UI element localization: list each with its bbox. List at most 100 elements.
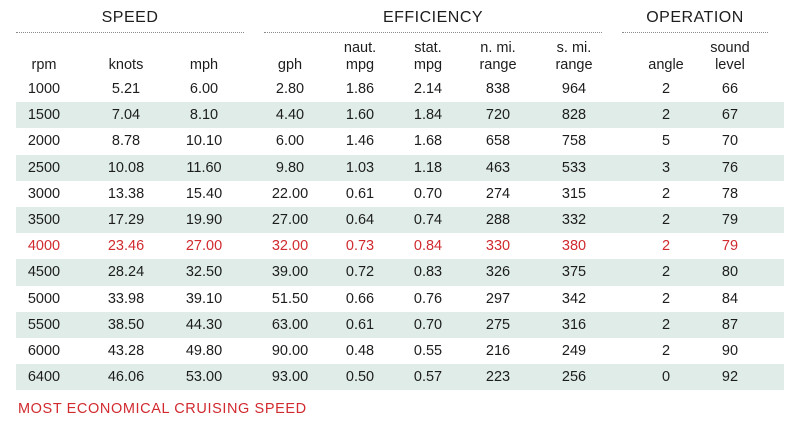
table-cell: 0.48 [345,342,375,359]
group-speed: SPEED [16,6,244,33]
table-cell: 249 [561,342,587,359]
table-cell: 1.86 [345,81,375,97]
table-cell: 2.14 [413,81,443,97]
table-cell: 2 [661,185,671,202]
table-cell: 0.76 [413,290,443,307]
table-cell: 90.00 [271,342,309,359]
table-body: 1000 5.21 6.00 2.80 1.86 2.14 838 964 2 66 1500 7.0… [16,76,784,391]
col-header-naut-mpg: naut. mpg [343,40,377,73]
table-cell: 22.00 [271,185,309,202]
table-cell: 90 [721,342,739,359]
col-header-sound-level: sound level [710,40,750,73]
table-cell: 6400 [27,369,61,386]
table-cell: 0.61 [345,185,375,202]
table-cell: 80 [721,264,739,281]
table-cell: 39.00 [271,264,309,281]
table-cell: 275 [485,316,511,333]
table-cell: 828 [561,107,587,124]
table-cell: 2 [661,342,671,359]
table-cell: 2 [661,211,671,228]
table-cell: 93.00 [271,369,309,386]
table-cell: 13.38 [107,185,145,202]
table-cell: 658 [485,133,511,150]
table-cell: 0.74 [413,211,443,228]
table-cell: 19.90 [185,211,223,228]
table-cell: 7.04 [111,107,141,124]
table-cell: 4500 [27,264,61,281]
table-cell: 49.80 [185,342,223,359]
table-cell: 10.08 [107,159,145,176]
performance-table: SPEED EFFICIENCY OPERATION rpm knots mph… [16,6,784,391]
table-cell: 8.10 [189,107,219,124]
table-cell: 720 [485,107,511,124]
table-row: 6000 43.28 49.80 90.00 0.48 0.55 216 249 2 90 [16,338,784,364]
table-cell: 297 [485,290,511,307]
table-cell: 9.80 [275,159,305,176]
col-header-s-mi-range: s. mi. range [555,40,593,73]
table-cell: 11.60 [186,159,222,176]
table-cell: 6000 [27,342,61,359]
table-cell: 76 [721,159,739,176]
table-cell: 0.73 [345,238,375,255]
table-cell: 79 [721,211,739,228]
table-cell: 0.70 [413,185,443,202]
table-row: 2000 8.78 10.10 6.00 1.46 1.68 658 758 5 70 [16,128,784,154]
table-cell: 15.40 [185,185,223,202]
table-cell: 5.21 [111,81,141,97]
table-row: 5000 33.98 39.10 51.50 0.66 0.76 297 342 2 84 [16,286,784,312]
table-cell: 2 [661,81,671,97]
table-cell: 463 [485,159,511,176]
table-row: 2500 10.08 11.60 9.80 1.03 1.18 463 533 3 76 [16,154,784,181]
table-cell: 316 [561,316,587,333]
table-cell: 5 [661,133,671,150]
table-cell: 288 [485,211,511,228]
table-cell: 2 [661,316,671,333]
table-cell: 67 [721,107,739,124]
table-cell: 66 [721,81,739,97]
table-cell: 43.28 [107,342,145,359]
col-header-n-mi-range: n. mi. range [479,40,517,73]
table-cell: 2 [661,264,671,281]
table-cell: 4.40 [275,107,305,124]
table-cell: 32.50 [185,264,223,281]
table-cell: 44.30 [185,316,223,333]
table-cell: 63.00 [271,316,309,333]
table-cell: 3 [661,159,671,176]
table-cell: 46.06 [107,369,145,386]
table-cell: 1.18 [413,159,443,176]
table-cell: 2500 [27,159,61,176]
table-cell: 6.00 [189,81,219,97]
table-cell: 1500 [27,107,61,124]
table-cell: 0.64 [345,211,375,228]
table-cell: 78 [721,185,739,202]
table-cell: 0.50 [345,369,375,386]
table-cell: 1.60 [345,107,375,124]
table-cell: 5000 [27,290,61,307]
table-cell: 0.84 [413,238,443,255]
table-cell: 79 [721,238,739,255]
table-row: 3500 17.29 19.90 27.00 0.64 0.74 288 332 2 79 [16,206,784,234]
table-cell: 3500 [27,211,61,228]
table-cell: 0.72 [345,264,375,281]
table-cell: 28.24 [107,264,145,281]
table-cell: 0.83 [413,264,443,281]
table-row: 3000 13.38 15.40 22.00 0.61 0.70 274 315 2 78 [16,181,784,207]
footnote: MOST ECONOMICAL CRUISING SPEED [18,401,307,417]
table-cell: 330 [485,238,511,255]
table-cell: 2 [661,290,671,307]
col-header-stat-mpg: stat. mpg [413,40,443,73]
table-row: 5500 38.50 44.30 63.00 0.61 0.70 275 316 2 87 [16,311,784,338]
col-header-mph: mph [189,57,219,73]
table-cell: 1.03 [345,159,375,176]
table-cell: 2 [661,238,671,255]
table-cell: 32.00 [271,238,309,255]
table-cell: 2000 [27,133,61,150]
table-row: 1500 7.04 8.10 4.40 1.60 1.84 720 828 2 67 [16,102,784,129]
table-cell: 1.68 [413,133,443,150]
table-cell: 53.00 [185,369,223,386]
table-cell: 326 [485,264,511,281]
table-cell: 1.46 [345,133,375,150]
table-cell: 315 [561,185,587,202]
table-cell: 23.46 [107,238,145,255]
col-header-rpm: rpm [31,57,57,73]
